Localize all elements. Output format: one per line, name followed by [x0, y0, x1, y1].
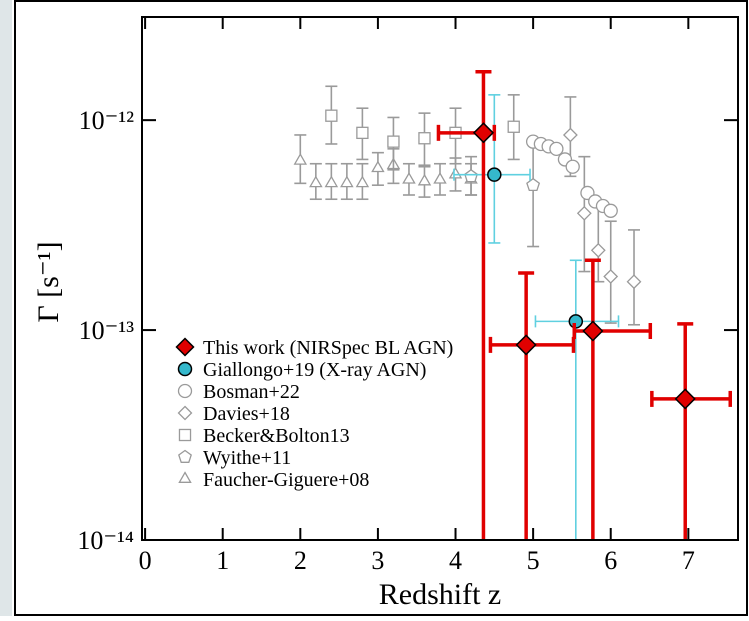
data-point: [324, 175, 339, 188]
data-point: [576, 205, 592, 221]
legend-label: This work (NIRSpec BL AGN): [203, 337, 453, 359]
data-layer: [293, 70, 732, 540]
legend-marker: [177, 405, 193, 421]
data-point: [309, 175, 323, 188]
x-tick-label: 6: [604, 546, 617, 575]
y-tick-label: 10⁻¹²: [79, 106, 135, 135]
x-axis-label: Redshift z: [379, 578, 501, 611]
data-point: [487, 167, 502, 182]
legend-marker: [177, 383, 193, 399]
x-tick-label: 0: [139, 546, 152, 575]
data-point: [402, 172, 416, 184]
legend-label: Davies+18: [203, 403, 290, 425]
data-point: [515, 334, 537, 356]
legend-marker: [175, 337, 195, 357]
data-point: [371, 160, 385, 173]
data-point: [472, 122, 495, 144]
legend-label: Wyithe+11: [203, 447, 291, 469]
data-point: [582, 320, 604, 342]
data-point: [387, 135, 400, 148]
data-point: [626, 274, 642, 290]
legend-label: Faucher-Giguere+08: [203, 469, 369, 491]
data-point: [433, 171, 447, 184]
legend-marker: [177, 361, 193, 377]
legend-label: Bosman+22: [203, 381, 300, 403]
data-point: [603, 203, 618, 218]
data-point: [340, 175, 354, 188]
data-point: [549, 141, 564, 156]
data-point: [418, 132, 431, 145]
data-point: [325, 109, 338, 122]
data-point: [355, 175, 370, 188]
data-point: [448, 166, 463, 179]
x-tick-label: 7: [682, 546, 695, 575]
data-point: [417, 173, 432, 186]
x-tick-label: 5: [527, 546, 540, 575]
data-point: [603, 269, 619, 284]
data-point: [526, 177, 541, 192]
legend-marker: [178, 428, 192, 442]
legend-marker: [178, 471, 192, 483]
y-tick-label: 10⁻¹³: [79, 316, 135, 345]
data-point: [507, 120, 520, 133]
data-point: [565, 159, 580, 174]
plot-border: [141, 16, 739, 541]
x-tick-label: 1: [216, 546, 229, 575]
frame: [14, 0, 748, 616]
data-point: [590, 242, 606, 258]
legend-label: Giallongo+19 (X-ray AGN): [203, 359, 426, 381]
side-strip: [0, 0, 12, 616]
x-tick-label: 4: [449, 546, 462, 575]
x-tick-label: 3: [371, 546, 384, 575]
x-tick-label: 2: [294, 546, 307, 575]
data-point: [293, 152, 308, 165]
data-point: [464, 168, 478, 183]
legend-marker: [178, 449, 192, 463]
data-point: [356, 126, 369, 140]
y-tick-label: 10⁻¹⁴: [77, 526, 134, 555]
data-point: [674, 388, 696, 410]
y-axis-label: Γ [s⁻¹]: [32, 241, 65, 322]
legend-label: Becker&Bolton13: [203, 425, 350, 447]
data-point: [562, 127, 578, 143]
